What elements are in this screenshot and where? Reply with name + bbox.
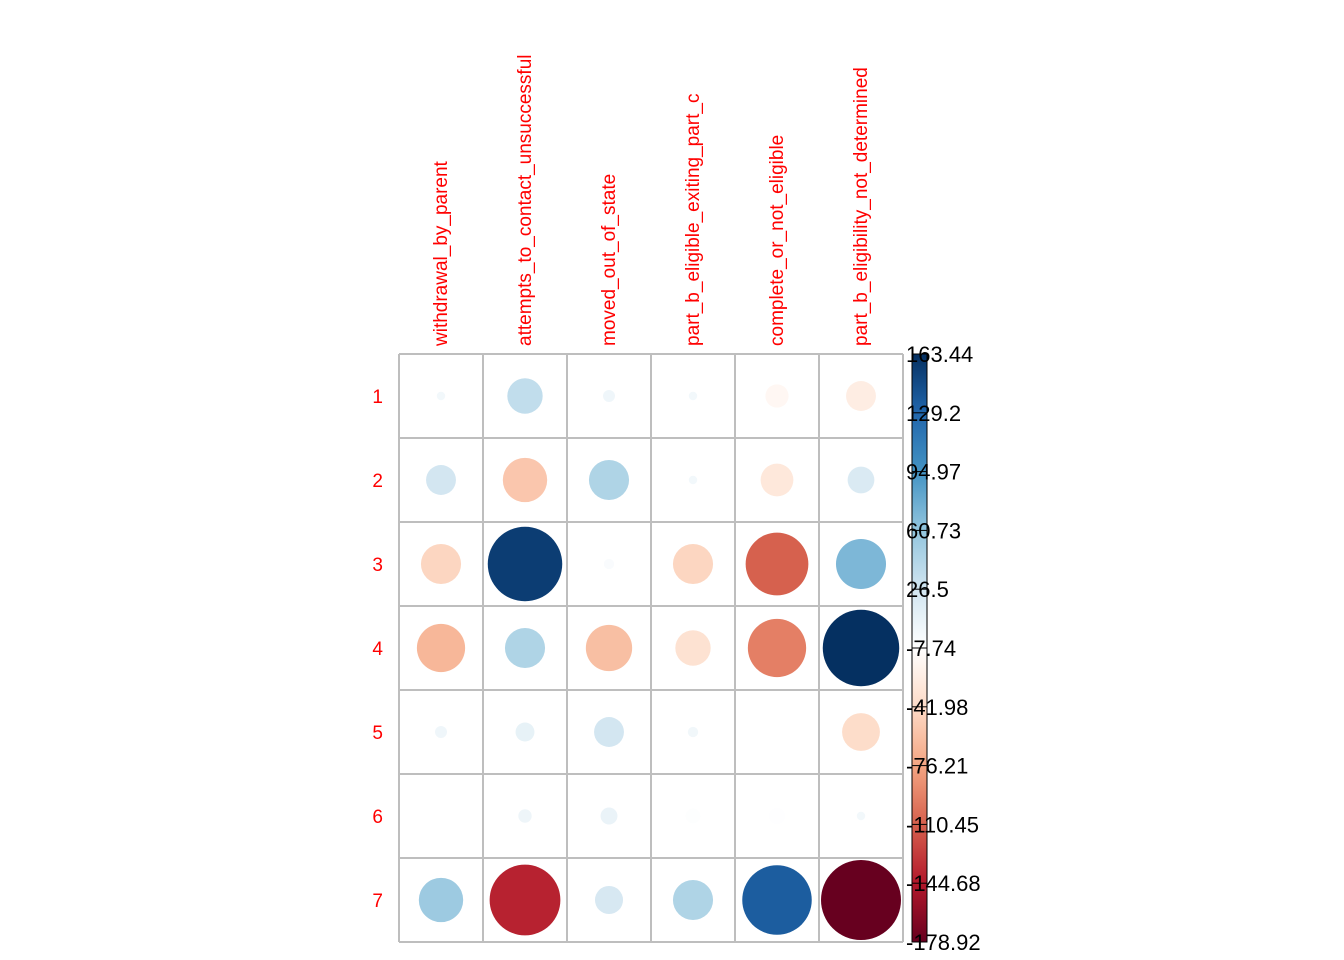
circle-mark — [856, 811, 866, 821]
column-labels: withdrawal_by_parent attempts_to_contact_… — [431, 54, 872, 347]
circle-mark — [822, 609, 900, 687]
circle-mark — [418, 877, 464, 923]
circle-mark — [742, 865, 812, 935]
circle-mark — [600, 807, 618, 825]
grid-lines — [398, 353, 904, 943]
circle-mark — [846, 381, 876, 411]
row-label: 5 — [372, 723, 383, 744]
circle-mark — [688, 391, 698, 401]
column-label: withdrawal_by_parent — [431, 160, 452, 347]
circle-mark — [688, 475, 698, 485]
colorbar-tick-label: 129.2 — [906, 401, 961, 426]
colorbar-tick-label: -7.74 — [906, 636, 956, 661]
circle-mark — [747, 618, 807, 678]
circle-mark — [603, 390, 615, 402]
row-label: 4 — [372, 639, 383, 660]
circle-mark — [672, 543, 714, 585]
circle-mark — [416, 623, 466, 673]
circle-mark — [821, 860, 901, 940]
circle-mark — [507, 378, 543, 414]
circle-mark — [489, 864, 561, 936]
circle-mark — [518, 809, 532, 823]
circle-mark — [436, 391, 446, 401]
colorbar-tick-label: 60.73 — [906, 518, 961, 543]
circle-mark — [847, 466, 875, 494]
row-label: 7 — [372, 891, 383, 912]
circle-mark — [426, 465, 456, 495]
column-label: part_b_eligible_exiting_part_c — [683, 94, 704, 346]
circle-mark — [594, 717, 624, 747]
circle-mark — [588, 459, 630, 501]
circle-mark — [603, 558, 615, 570]
row-label: 2 — [372, 471, 383, 492]
column-label: attempts_to_contact_unsuccessful — [515, 54, 536, 346]
circle-mark — [765, 384, 789, 408]
circle-mark — [687, 726, 699, 738]
colorbar-tick-label: 163.44 — [906, 342, 973, 367]
colorbar-tick-label: -178.92 — [906, 930, 981, 955]
circle-mark — [675, 630, 711, 666]
circle-mark — [769, 808, 785, 824]
circle-mark — [685, 808, 701, 824]
circle-mark — [672, 879, 714, 921]
circle-mark — [504, 627, 546, 669]
colorbar-tick-label: 26.5 — [906, 577, 949, 602]
colorbar-tick-label: -144.68 — [906, 871, 981, 896]
circle-mark — [502, 457, 548, 503]
colorbar-tick-label: 94.97 — [906, 460, 961, 485]
colorbar-tick-label: -41.98 — [906, 695, 968, 720]
column-label: complete_or_not_eligible — [767, 135, 788, 346]
circle-mark — [745, 532, 809, 596]
colorbar-tick-label: -76.21 — [906, 754, 968, 779]
row-label: 1 — [372, 387, 383, 408]
circle-mark — [487, 526, 563, 602]
circle-mark — [760, 463, 794, 497]
colorbar: 163.44 129.2 94.97 60.73 26.5 -7.74 -41.98 -76.… — [906, 342, 981, 955]
circle-mark — [585, 624, 633, 672]
colorbar-tick-label: -110.45 — [906, 812, 979, 837]
column-label: moved_out_of_state — [599, 174, 620, 346]
row-labels: 1 2 3 4 5 6 7 — [372, 387, 383, 912]
row-label: 3 — [372, 555, 383, 576]
circle-mark — [835, 538, 887, 590]
circle-mark — [435, 726, 447, 738]
row-label: 6 — [372, 807, 383, 828]
circle-mark — [594, 885, 624, 915]
circle-marks — [416, 378, 901, 940]
circle-mark — [842, 713, 880, 751]
column-label: part_b_eligibility_not_determined — [851, 67, 872, 346]
circle-mark — [420, 543, 462, 585]
circle-mark — [515, 722, 535, 742]
